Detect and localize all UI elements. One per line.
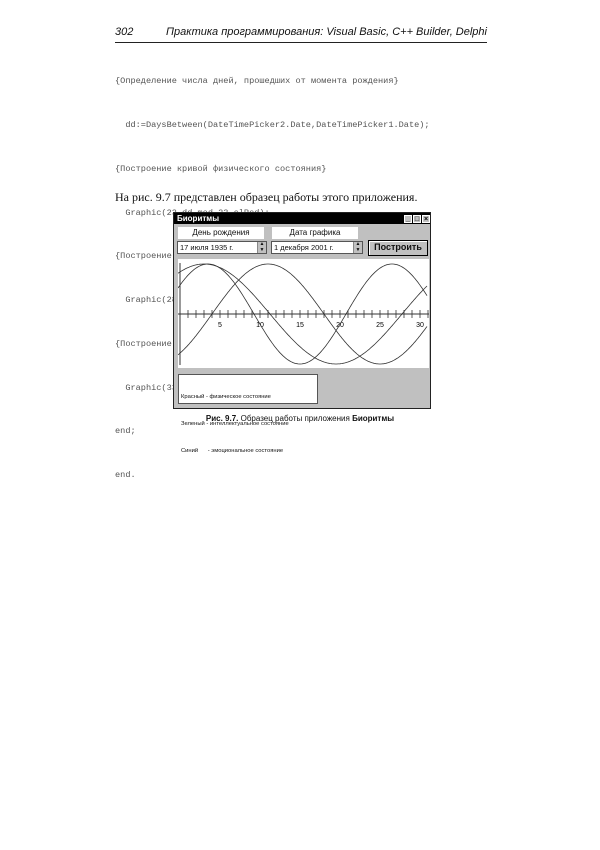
legend-line: Красный - физическое состояние <box>181 394 271 400</box>
code-line: {Построение кривой физического состояния… <box>115 163 327 174</box>
axis-tick-label: 10 <box>256 322 264 329</box>
window-title: Биоритмы <box>177 214 220 223</box>
biorhythm-plot: 5 10 15 20 25 30 <box>177 263 429 365</box>
minimize-icon: _ <box>404 214 412 223</box>
axis-tick-label: 5 <box>218 322 222 329</box>
axis-tick-label: 15 <box>296 322 304 329</box>
title-bar: Биоритмы _ □ × <box>174 213 430 224</box>
figure-caption: Рис. 9.7. Образец работы приложения Биор… <box>0 414 600 423</box>
caption-text: Образец работы приложения <box>238 414 353 423</box>
axis-tick-label: 25 <box>376 322 384 329</box>
code-line: dd:=DaysBetween(DateTimePicker2.Date,Dat… <box>115 119 430 130</box>
paragraph: На рис. 9.7 представлен образец работы э… <box>115 190 418 204</box>
chart-date-value: 1 декабря 2001 г. <box>274 243 334 252</box>
legend-line: Синий - эмоциональное состояние <box>181 448 284 454</box>
code-line: end; <box>115 426 136 437</box>
legend-line: Зеленый - интеллектуальное состояние <box>181 421 289 427</box>
axis-tick-label: 30 <box>416 322 424 329</box>
legend-box: Красный - физическое состояние Зеленый -… <box>178 374 318 454</box>
app-window-screenshot: Биоритмы _ □ × День рождения Дата график… <box>173 212 431 454</box>
chart-date-picker: 1 декабря 2001 г. ▲ ▼ <box>271 241 363 254</box>
spin-icon: ▲ ▼ <box>257 242 266 253</box>
intellectual-curve <box>177 263 428 365</box>
code-line: {Определение числа дней, прошедших от мо… <box>115 76 399 87</box>
page-number: 302 <box>115 26 134 38</box>
spin-icon: ▲ ▼ <box>353 242 362 253</box>
running-header: 302 Практика программирования: Visual Ba… <box>115 26 487 43</box>
axis-tick-label: 20 <box>336 322 344 329</box>
caption-app-name: Биоритмы <box>352 414 395 423</box>
birth-date-label: День рождения <box>178 227 264 239</box>
birth-date-value: 17 июля 1935 г. <box>180 243 234 252</box>
biorhythm-chart: 5 10 15 20 25 30 <box>177 259 429 368</box>
maximize-icon: □ <box>413 214 421 223</box>
close-icon: × <box>422 214 430 223</box>
caption-label: Рис. 9.7. <box>205 414 239 423</box>
emotional-curve <box>177 263 428 365</box>
code-line: end. <box>115 470 136 481</box>
birth-date-picker: 17 июля 1935 г. ▲ ▼ <box>177 241 267 254</box>
build-button: Построить <box>368 240 428 256</box>
chart-date-label: Дата графика <box>272 227 358 239</box>
running-title: Практика программирования: Visual Basic,… <box>166 26 487 38</box>
